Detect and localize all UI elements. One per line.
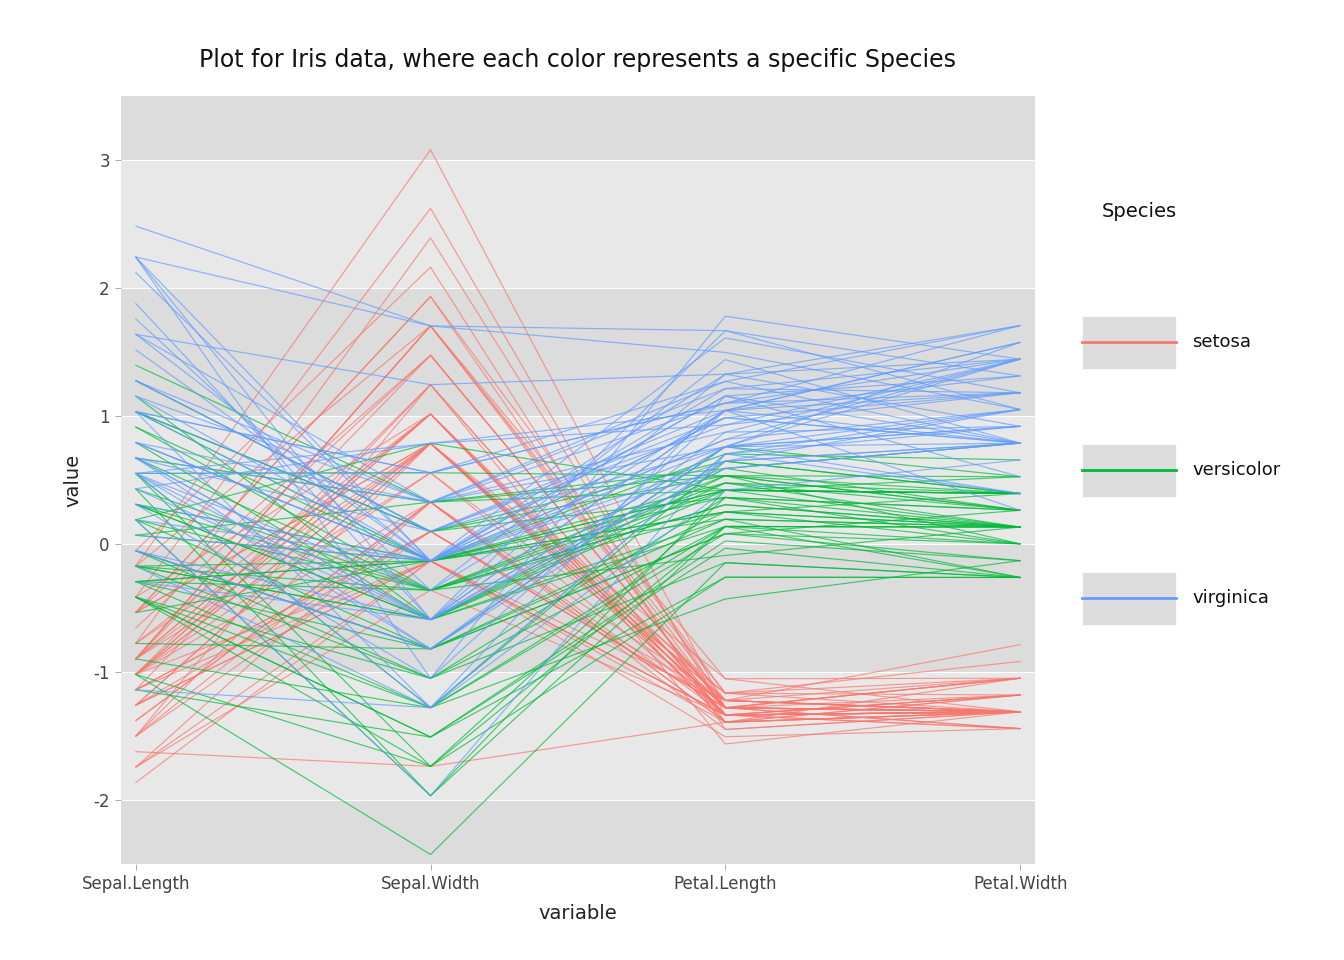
- Text: Species: Species: [1102, 202, 1177, 221]
- Y-axis label: value: value: [63, 453, 82, 507]
- Bar: [121, 160, 1035, 288]
- Text: versicolor: versicolor: [1192, 462, 1281, 479]
- Bar: [121, 800, 1035, 864]
- Bar: [121, 544, 1035, 672]
- X-axis label: variable: variable: [539, 904, 617, 924]
- Text: setosa: setosa: [1192, 333, 1251, 351]
- Text: Plot for Iris data, where each color represents a specific Species: Plot for Iris data, where each color rep…: [199, 48, 957, 72]
- Bar: [121, 96, 1035, 160]
- Bar: [121, 672, 1035, 800]
- Text: virginica: virginica: [1192, 589, 1269, 608]
- Bar: [121, 416, 1035, 544]
- Bar: [121, 288, 1035, 416]
